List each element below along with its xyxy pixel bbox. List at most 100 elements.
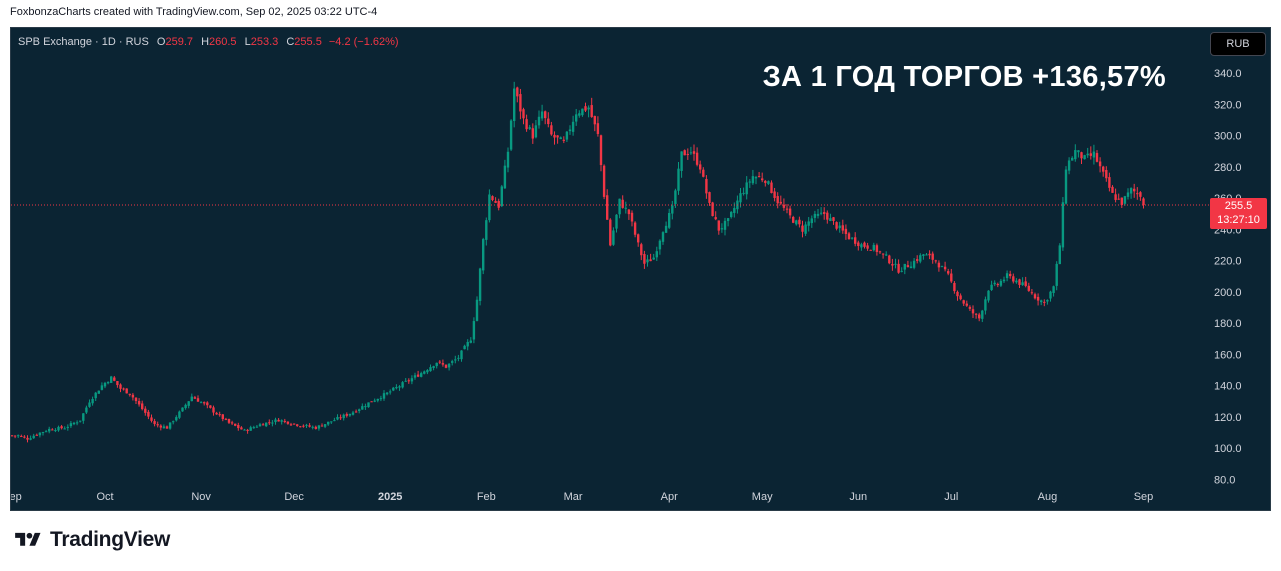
candle-body [277,419,280,422]
last-price-tag: 255.5 13:27:10 [1210,198,1267,229]
currency-button[interactable]: RUB [1210,32,1266,56]
candle-body [506,151,510,168]
candle-body [351,412,355,415]
candle-body [847,233,851,240]
candle-body [699,164,702,170]
candle-body [249,427,252,431]
candle-body [937,262,941,268]
candle-body [1061,202,1065,248]
last-price-value: 255.5 [1224,200,1253,212]
candle-body [934,260,937,262]
candle-body [1129,188,1133,194]
candle-body [556,135,559,138]
candle-body [630,212,634,222]
candle-body [221,414,224,420]
candle-body [1133,188,1136,192]
candle-body [733,208,736,213]
candle-body [816,213,820,216]
candle-body [82,413,85,421]
price-chart[interactable]: 340.0320.0300.0280.0260.0240.0220.0200.0… [11,28,1270,510]
candle-body [509,120,513,150]
candle-body [305,424,308,426]
candle-body [320,425,324,427]
candle-body [553,134,556,138]
candle-body [32,435,35,439]
chart-attribution: FoxbonzaCharts created with TradingView.… [10,6,378,18]
candle-body [1139,192,1142,197]
candle-body [726,218,730,222]
candle-body [788,208,792,216]
candle-body [333,420,336,422]
low-value: 253.3 [250,36,279,48]
candle-body [838,225,841,229]
candle-body [823,212,826,214]
candle-body [106,382,110,384]
candle-body [48,428,51,432]
candle-body [460,350,463,360]
y-axis-tick-label: 180.0 [1214,318,1242,330]
y-axis-tick-label: 140.0 [1214,381,1242,393]
candle-body [1086,153,1089,156]
candle-body [199,402,203,404]
candle-body [240,427,243,430]
high-label: H [201,36,210,48]
candle-body [385,392,389,395]
candle-body [280,420,283,422]
candle-body [122,388,125,390]
chart-headline: ЗА 1 ГОД ТОРГОВ +136,57% [762,61,1166,93]
candle-body [116,381,119,386]
candle-body [1052,286,1055,293]
candle-body [956,291,959,297]
candle-body [503,165,507,189]
candle-body [835,222,838,229]
candle-body [1071,157,1074,161]
candle-body [218,414,221,416]
candle-body [94,392,97,399]
candle-body [243,429,246,431]
y-axis-tick-label: 80.0 [1214,474,1235,486]
candle-body [968,306,972,309]
candle-body [996,284,999,286]
candle-body [314,426,317,429]
candle-body [624,207,627,209]
y-axis-tick-label: 120.0 [1214,412,1242,424]
candle-body [711,202,714,217]
candle-body [497,200,500,208]
x-axis-tick-label: Sep [11,491,22,503]
candle-body [863,242,866,247]
candle-body [20,436,23,438]
candle-body [196,398,200,402]
candle-body [113,377,116,381]
candle-body [1111,186,1114,193]
candle-body [429,367,432,372]
candle-body [633,222,637,235]
chart-area[interactable]: 340.0320.0300.0280.0260.0240.0220.0200.0… [10,27,1271,511]
candle-body [168,422,172,429]
candle-body [447,363,451,368]
candle-body [528,127,531,129]
candle-body [987,290,990,301]
candle-body [878,251,882,253]
tradingview-logo[interactable]: TradingView [12,528,170,552]
candle-body [345,414,348,416]
candle-body [531,128,534,139]
candle-body [671,205,674,214]
y-axis-tick-label: 220.0 [1214,256,1242,268]
candle-body [435,362,438,367]
candle-body [13,435,17,437]
candle-body [779,201,782,204]
x-axis-tick-label: Apr [661,491,678,503]
candle-body [1123,196,1127,204]
x-axis-tick-label: Jun [849,491,867,503]
candle-body [75,422,79,424]
candle-body [565,131,569,140]
candle-body [327,421,330,425]
candle-body [190,396,193,402]
candle-body [35,434,38,436]
open-label: O [156,36,166,48]
candle-body [959,295,962,300]
candle-body [754,177,758,179]
candle-body [906,265,910,268]
candle-body [482,239,485,271]
candle-body [943,266,947,270]
